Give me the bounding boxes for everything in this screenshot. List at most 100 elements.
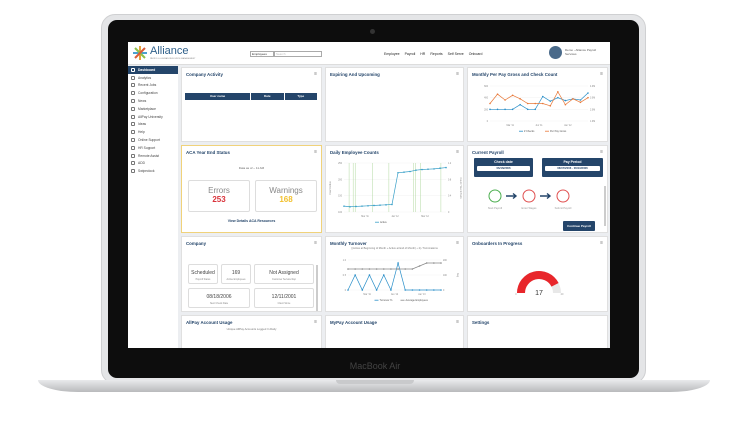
company-stat: Scheduled Payroll Status (188, 264, 218, 284)
company-activity-panel: Company Activity ≡ User name Date Type (181, 67, 322, 142)
sidebar-item-label: HR Support (138, 145, 156, 150)
data-point (427, 168, 429, 171)
check-date-card: Check date 06/16/2006 (474, 158, 533, 177)
gauge-fill (517, 271, 559, 293)
sidebar-item-news[interactable]: News (128, 97, 178, 105)
settings-panel: Settings (467, 315, 608, 348)
data-point (433, 168, 435, 170)
column-header[interactable]: Type (285, 93, 318, 100)
menu-icon[interactable]: ≡ (314, 149, 317, 155)
legend-label: Per Pay Gross (550, 130, 567, 133)
menu-icon[interactable]: ≡ (600, 71, 603, 77)
chart-subtitle: Unique AllPay Accounts Logged In Daily (226, 327, 277, 331)
y2-tick-label: 0.8 (448, 179, 452, 181)
errors-box[interactable]: Errors 253 (188, 180, 250, 212)
aca-resources-link[interactable]: View Details ACA Resources (227, 219, 276, 223)
scrollbar[interactable] (316, 265, 318, 311)
sidebar-item-icon (131, 130, 135, 135)
nav-self-serve[interactable]: Self Serve (447, 52, 464, 56)
data-point (343, 205, 345, 207)
expiring-panel: Expiring And Upcoming ≡ (325, 67, 464, 142)
panel-title: Settings (472, 320, 490, 325)
step-wages-icon[interactable] (522, 189, 536, 203)
nav-reports[interactable]: Reports (430, 52, 443, 56)
data-point (587, 92, 589, 94)
header: Alliance PAYROLL & HUMAN RESOURCE MANAGE… (128, 42, 610, 65)
step-label: Start Payroll (488, 206, 503, 210)
company-stat: 169 Active Employees (221, 264, 251, 284)
user-name[interactable]: Demo - Alliance Payroll Services (565, 48, 597, 56)
sidebar-item-add[interactable]: ADD (128, 160, 178, 168)
menu-icon[interactable]: ≡ (456, 71, 459, 77)
sidebar-item-icon (131, 138, 135, 143)
laptop-base (38, 380, 710, 392)
column-header[interactable]: Date (251, 93, 285, 100)
avatar[interactable] (549, 46, 562, 59)
sidebar-item-recent-jobs[interactable]: Recent Jobs (128, 82, 178, 90)
step-start-icon[interactable] (488, 189, 502, 203)
x-tick-label: Mar '11 (361, 215, 369, 218)
arrow-right-icon (540, 192, 552, 200)
search-input[interactable]: Search (274, 51, 322, 57)
sidebar-item-remote-assist[interactable]: Remote Assist (128, 152, 178, 160)
turnover-panel: Monthly Turnover ≡ ((Active at Beginning… (325, 236, 464, 312)
check-date-value: 06/16/2006 (477, 166, 530, 171)
x-tick-label: Jan '12 (564, 125, 572, 127)
camera (370, 29, 375, 34)
search-scope-select[interactable]: Employees (250, 51, 274, 57)
sidebar-item-label: Marketplace (138, 106, 156, 111)
menu-icon[interactable]: ≡ (314, 71, 317, 77)
column-header[interactable]: User name (185, 93, 251, 100)
menu-icon[interactable]: ≡ (456, 240, 459, 246)
nav-payroll[interactable]: Payroll (404, 52, 416, 56)
data-point (411, 289, 414, 291)
continue-payroll-button[interactable]: Continue Payroll (563, 221, 595, 231)
errors-count: 253 (212, 195, 226, 204)
sidebar-item-analytics[interactable]: Analytics (128, 74, 178, 82)
sidebar-item-label: AllPay University (138, 114, 163, 119)
alliance-logo-icon (133, 46, 147, 60)
menu-icon[interactable]: ≡ (600, 240, 603, 246)
sidebar-item-dashboard[interactable]: Dashboard (128, 66, 178, 74)
top-nav: Employee Payroll HR Reports Self Serve O… (384, 52, 482, 56)
menu-icon[interactable]: ≡ (456, 319, 459, 325)
x-tick-label: Jan '13 (418, 294, 426, 296)
stat-label: Active Employees (226, 278, 246, 281)
sidebar-item-label: Help (138, 130, 145, 135)
legend-label: # Checks (524, 130, 535, 133)
sidebar-item-marketplace[interactable]: Marketplace (128, 105, 178, 113)
warnings-box[interactable]: Warnings 168 (255, 180, 317, 212)
data-point (379, 204, 381, 206)
data-point (526, 108, 529, 111)
data-point (541, 102, 544, 105)
sidebar-item-icon (131, 114, 135, 119)
menu-icon[interactable]: ≡ (456, 149, 459, 155)
sidebar-item-allpay-university[interactable]: AllPay University (128, 113, 178, 121)
scrollbar[interactable] (604, 186, 606, 226)
sidebar-item-swipeclock[interactable]: Swipeclock (128, 167, 178, 175)
sidebar-item-help[interactable]: Help (128, 128, 178, 136)
step-submit-icon[interactable] (556, 189, 570, 203)
y2-tick-label: 0 (448, 212, 450, 214)
sidebar-item-label: Dashboard (138, 67, 156, 72)
data-point (496, 93, 499, 95)
menu-icon[interactable]: ≡ (600, 149, 603, 155)
data-point (385, 204, 387, 206)
sidebar-item-icon (131, 161, 135, 166)
sidebar-item-ideas[interactable]: Ideas (128, 121, 178, 129)
sidebar-item-hr-support[interactable]: HR Support (128, 144, 178, 152)
nav-employee[interactable]: Employee (384, 52, 400, 56)
menu-icon[interactable]: ≡ (314, 240, 317, 246)
series-line (348, 262, 441, 270)
data-point (496, 108, 499, 111)
sidebar-item-online-support[interactable]: Online Support (128, 136, 178, 144)
sidebar-item-label: Analytics (138, 75, 152, 80)
nav-hr[interactable]: HR (420, 52, 426, 56)
sidebar-item-icon (131, 91, 135, 96)
sidebar-item-configuration[interactable]: Configuration (128, 89, 178, 97)
nav-onboard[interactable]: Onboard (468, 52, 483, 56)
menu-icon[interactable]: ≡ (314, 319, 317, 325)
stat-value: Scheduled (191, 270, 215, 276)
data-point (349, 205, 351, 208)
current-payroll-panel: Current Payroll ≡ Check date 06/16/2006 … (467, 145, 608, 233)
